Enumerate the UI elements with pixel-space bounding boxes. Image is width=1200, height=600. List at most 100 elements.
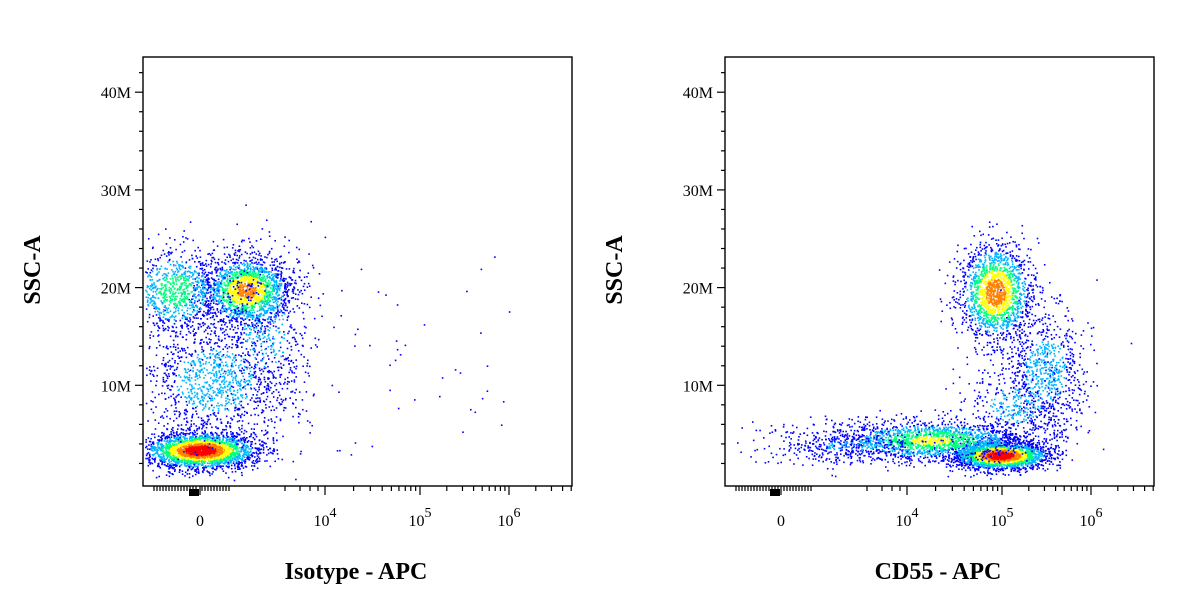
event-dot <box>239 301 241 303</box>
event-dot <box>178 276 181 278</box>
event-dot <box>154 310 157 313</box>
event-dot <box>159 317 162 320</box>
event-dot <box>228 291 230 294</box>
event-dot <box>186 275 189 278</box>
event-dot <box>222 294 224 296</box>
event-dot <box>300 279 303 282</box>
event-dot <box>273 288 275 291</box>
event-dot <box>243 280 246 283</box>
event-dot <box>185 452 187 454</box>
event-dot <box>234 249 237 252</box>
event-dot <box>167 318 169 320</box>
event-dot <box>178 469 181 472</box>
event-dot <box>171 277 174 280</box>
event-dot <box>269 291 271 293</box>
event-dot <box>158 454 160 457</box>
event-dot <box>200 452 203 455</box>
event-dot <box>289 310 292 313</box>
event-dot <box>195 459 198 461</box>
event-dot <box>277 311 279 313</box>
event-dot <box>174 463 177 465</box>
event-dot <box>189 283 192 285</box>
event-dot <box>271 309 274 311</box>
event-dot <box>233 311 235 314</box>
event-dot <box>182 452 185 454</box>
event-dot <box>245 293 247 296</box>
event-dot <box>198 277 200 280</box>
event-dot <box>230 304 233 306</box>
event-dot <box>183 249 186 252</box>
event-dot <box>245 285 248 287</box>
event-dot <box>204 455 207 457</box>
event-dot <box>181 261 184 263</box>
event-dot <box>278 311 281 313</box>
event-dot <box>235 450 238 452</box>
event-dot <box>257 297 259 300</box>
event-dot <box>165 474 168 476</box>
event-dot <box>235 309 237 312</box>
event-dot <box>202 286 204 288</box>
event-dot <box>169 439 171 442</box>
event-dot <box>172 473 174 476</box>
event-dot <box>213 249 216 251</box>
event-dot <box>184 304 186 307</box>
event-dot <box>259 285 262 287</box>
event-dot <box>233 281 236 284</box>
event-dot <box>182 433 185 436</box>
event-dot <box>243 439 245 441</box>
event-dot <box>177 270 180 272</box>
event-dot <box>145 441 147 443</box>
event-dot <box>215 266 218 269</box>
event-dot <box>251 447 254 449</box>
event-dot <box>185 443 187 445</box>
event-dot <box>218 439 220 442</box>
event-dot <box>273 448 275 450</box>
event-dot <box>252 256 255 259</box>
event-dot <box>201 427 203 430</box>
event-dot <box>174 440 177 442</box>
event-dot <box>165 243 168 245</box>
event-dot <box>146 272 148 274</box>
event-dot <box>272 275 275 278</box>
event-dot <box>260 263 262 266</box>
event-dot <box>230 451 233 453</box>
event-dot <box>177 292 180 294</box>
event-dot <box>230 459 232 462</box>
event-dot <box>200 317 202 320</box>
event-dot <box>178 471 181 473</box>
event-dot <box>291 288 294 291</box>
event-dot <box>185 285 188 287</box>
event-dot <box>250 276 253 278</box>
event-dot <box>174 454 177 457</box>
event-dot <box>149 334 151 337</box>
event-dot <box>157 233 160 236</box>
event-dot <box>275 325 277 328</box>
event-dot <box>237 455 239 458</box>
event-dot <box>229 298 232 301</box>
event-dot <box>215 465 218 468</box>
event-dot <box>190 326 192 328</box>
event-dot <box>198 311 200 313</box>
event-dot <box>275 285 277 288</box>
event-dot <box>203 466 205 469</box>
event-dot <box>199 249 201 252</box>
event-dot <box>275 283 278 285</box>
event-dot <box>204 431 206 433</box>
event-dot <box>207 458 209 461</box>
event-dot <box>177 448 179 451</box>
event-dot <box>263 319 266 321</box>
event-dot <box>252 287 255 290</box>
event-dot <box>244 462 246 464</box>
event-dot <box>202 264 204 266</box>
event-dot <box>214 290 216 293</box>
event-dot <box>289 276 292 279</box>
event-dot <box>204 276 206 278</box>
event-dot <box>234 455 237 457</box>
event-dot <box>174 456 176 459</box>
event-dot <box>276 291 279 294</box>
event-dot <box>226 301 228 303</box>
event-dot <box>226 287 229 290</box>
event-dot <box>274 300 277 302</box>
event-dot <box>185 458 188 461</box>
event-dot <box>194 465 196 468</box>
